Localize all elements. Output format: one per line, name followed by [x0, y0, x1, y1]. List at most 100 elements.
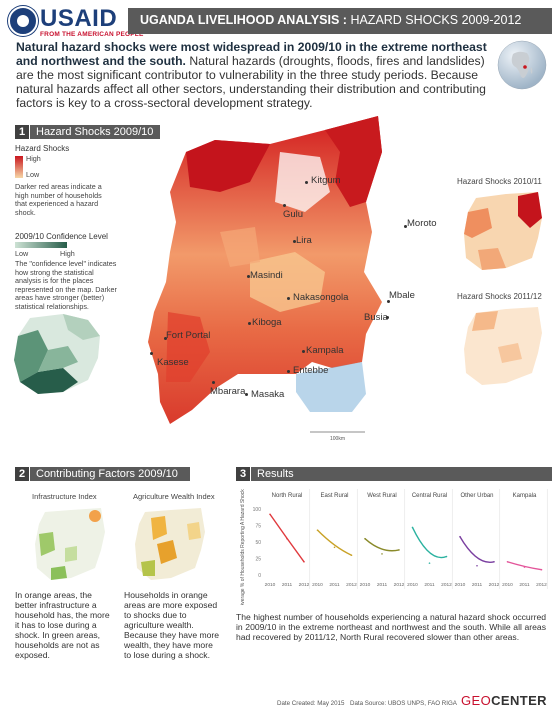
scale-label: 100km [330, 436, 345, 442]
city-dot [245, 393, 248, 396]
hazard-shocks-2009-map: 100km [148, 116, 382, 442]
y-tick-label: 25 [255, 556, 261, 562]
data-point [506, 561, 509, 563]
y-axis-label: Average % of Households Reporting A Haza… [240, 489, 246, 605]
geocenter-logo: GEOCENTER [461, 693, 547, 708]
hazard-legend-gradient [15, 156, 23, 178]
confidence-level-map [14, 314, 100, 394]
data-point [316, 529, 319, 531]
city-dot [150, 352, 153, 355]
inset-2011-title: Hazard Shocks 2011/12 [457, 292, 542, 301]
city-dot [287, 370, 290, 373]
data-point [381, 553, 383, 555]
city-label-mbarara: Mbarara [210, 386, 246, 397]
data-point [333, 546, 336, 549]
infrastructure-map-title: Infrastructure Index [32, 492, 97, 501]
city-dot [164, 337, 167, 340]
confidence-legend-gradient [15, 242, 67, 248]
data-point [540, 568, 543, 571]
series-name-label: East Rural [320, 493, 348, 499]
agriculture-map-title: Agriculture Wealth Index [133, 492, 215, 501]
results-description: The highest number of households experie… [236, 612, 546, 642]
x-tick-label: 2010 [265, 582, 276, 588]
data-point [350, 554, 353, 556]
series-name-label: Kampala [513, 493, 537, 499]
city-label-lira: Lira [296, 235, 312, 246]
x-tick-label: 2012 [346, 582, 357, 588]
x-tick-label: 2010 [455, 582, 466, 588]
infrastructure-description: In orange areas, the better infrastructu… [15, 590, 110, 660]
section1-number: 1 [15, 125, 29, 139]
infrastructure-index-map [35, 508, 105, 580]
city-label-nakasongola: Nakasongola [293, 292, 349, 303]
x-tick-label: 2012 [394, 582, 405, 588]
x-tick-label: 2011 [282, 582, 293, 588]
hazard-shocks-2010-map [464, 192, 542, 270]
city-label-kitgum: Kitgum [311, 175, 341, 186]
series-name-label: Central Rural [412, 493, 447, 499]
header-bar [128, 8, 552, 34]
hazard-shocks-2011-map [464, 307, 542, 385]
usaid-seal-icon [8, 6, 38, 36]
city-label-masaka: Masaka [251, 389, 285, 400]
city-label-kiboga: Kiboga [252, 317, 282, 328]
footer-date: Date Created: May 2015 [277, 700, 345, 707]
section1-title: Hazard Shocks 2009/10 [30, 125, 160, 139]
city-dot [404, 225, 407, 228]
series-name-label: Other Urban [460, 493, 493, 499]
city-dot [247, 275, 250, 278]
series-line [317, 529, 352, 556]
page-title: UGANDA LIVELIHOOD ANALYSIS : HAZARD SHOC… [140, 13, 522, 27]
x-tick-label: 2010 [502, 582, 513, 588]
hazard-legend-title: Hazard Shocks [15, 144, 70, 153]
city-dot [293, 240, 296, 243]
city-label-kampala: Kampala [306, 345, 344, 356]
city-dot [283, 204, 286, 207]
x-tick-label: 2010 [407, 582, 418, 588]
x-tick-label: 2011 [424, 582, 435, 588]
x-tick-label: 2011 [519, 582, 530, 588]
legend-low-label: Low [26, 170, 40, 179]
city-dot [248, 322, 251, 325]
city-label-moroto: Moroto [407, 218, 437, 229]
data-point [445, 555, 448, 558]
y-tick-label: 0 [258, 573, 261, 579]
section2-title: Contributing Factors 2009/10 [30, 467, 190, 481]
series-line [411, 527, 447, 559]
section2-number: 2 [15, 467, 29, 481]
data-point [493, 561, 495, 563]
series-line [364, 538, 400, 552]
city-dot [387, 300, 390, 303]
city-dot [212, 381, 215, 384]
series-name-label: North Rural [272, 493, 303, 499]
data-point [364, 537, 366, 540]
city-label-gulu: Gulu [283, 209, 304, 220]
x-tick-label: 2012 [299, 582, 310, 588]
intro-paragraph: Natural hazard shocks were most widespre… [16, 40, 487, 110]
series-line [507, 561, 542, 571]
agriculture-description: Households in orange areas are more expo… [124, 590, 220, 660]
data-point [411, 526, 414, 529]
series-line [459, 536, 495, 563]
usaid-logo: USAID [40, 5, 118, 32]
results-line-chart: Average % of Households Reporting A Haza… [240, 489, 548, 605]
city-label-fort-portal: Fort Portal [166, 330, 211, 341]
data-point [398, 549, 400, 551]
data-point [286, 537, 288, 540]
usaid-tagline: FROM THE AMERICAN PEOPLE [40, 31, 144, 38]
legend-high-label: High [26, 154, 41, 163]
x-tick-label: 2012 [536, 582, 547, 588]
y-tick-label: 75 [255, 523, 261, 529]
city-dot [305, 181, 308, 184]
confidence-low-label: Low [15, 249, 29, 258]
x-tick-label: 2011 [377, 582, 388, 588]
city-label-mbale: Mbale [389, 290, 415, 301]
city-dot [302, 350, 305, 353]
footer-source: Data Source: UBOS UNPS, FAO RIGA [350, 700, 457, 707]
x-tick-label: 2012 [489, 582, 500, 588]
confidence-legend-title: 2009/10 Confidence Level [15, 232, 108, 241]
data-point [428, 562, 431, 564]
data-point [459, 535, 461, 538]
data-point [303, 561, 305, 563]
section3-title: Results [251, 467, 552, 481]
